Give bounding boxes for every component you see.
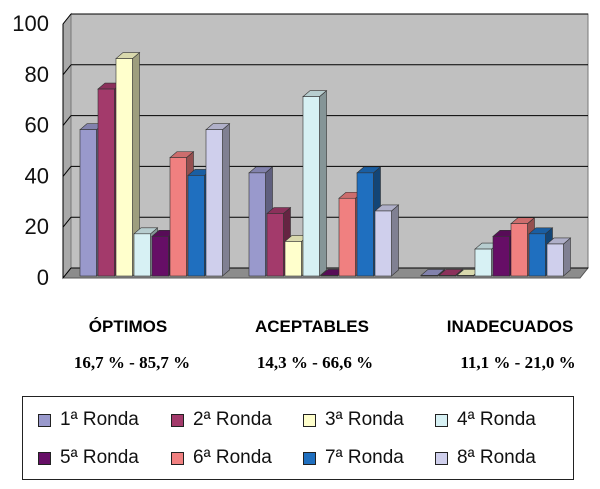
legend-label: 5ª Ronda bbox=[60, 447, 139, 468]
legend-swatch bbox=[38, 413, 51, 427]
bar-front bbox=[115, 58, 133, 277]
legend-label: 3ª Ronda bbox=[325, 409, 404, 430]
legend-item-ronda-4: 4ª Ronda bbox=[435, 405, 536, 435]
legend-item-ronda-3: 3ª Ronda bbox=[303, 405, 404, 435]
gridline-depth bbox=[62, 166, 72, 177]
legend-label: 8ª Ronda bbox=[457, 447, 536, 468]
y-axis: 0 20 40 60 80 100 bbox=[12, 11, 588, 290]
y-tick-label: 40 bbox=[25, 163, 49, 188]
category-labels: ÓPTIMOS ACEPTABLES INADECUADOS 16,7 % - … bbox=[74, 317, 576, 372]
gridline-depth bbox=[62, 216, 72, 228]
legend-swatch bbox=[303, 451, 316, 465]
legend-label: 7ª Ronda bbox=[325, 447, 404, 468]
bar-front bbox=[133, 233, 151, 277]
bar-front bbox=[420, 275, 438, 277]
gridline-depth bbox=[62, 267, 72, 279]
category-label-inadecuados: INADECUADOS bbox=[447, 317, 574, 336]
y-tick-label: 0 bbox=[37, 265, 49, 290]
bar-3-optimos bbox=[115, 51, 141, 277]
bar-front bbox=[151, 236, 169, 277]
gridline-depth bbox=[62, 64, 72, 76]
bar-side bbox=[222, 123, 230, 277]
bar-side bbox=[391, 204, 399, 277]
legend-swatch bbox=[38, 451, 51, 465]
bar-8-inadecuados bbox=[546, 237, 572, 277]
chart-legend: 1ª Ronda 2ª Ronda 3ª Ronda 4ª Ronda 5ª R… bbox=[22, 396, 574, 480]
category-label-optimos: ÓPTIMOS bbox=[89, 317, 167, 336]
category-range-aceptables: 14,3 % - 66,6 % bbox=[257, 353, 373, 372]
y-tick-label: 100 bbox=[12, 11, 49, 36]
legend-item-ronda-1: 1ª Ronda bbox=[38, 405, 139, 435]
gridline-depth bbox=[62, 13, 72, 25]
bar-front bbox=[320, 275, 338, 277]
legend-item-ronda-5: 5ª Ronda bbox=[38, 443, 139, 473]
bar-front bbox=[302, 96, 320, 277]
legend-label: 4ª Ronda bbox=[457, 409, 536, 430]
bar-8-aceptables bbox=[374, 204, 400, 277]
legend-swatch bbox=[303, 413, 316, 427]
bar-front bbox=[356, 172, 374, 277]
bar-front bbox=[205, 129, 223, 277]
bar-front bbox=[456, 275, 474, 277]
bar-front bbox=[187, 175, 205, 277]
bar-front bbox=[169, 157, 187, 277]
bar-front bbox=[79, 129, 97, 277]
gridline-depth bbox=[62, 115, 72, 126]
bar-front bbox=[284, 241, 302, 277]
legend-label: 2ª Ronda bbox=[193, 409, 272, 430]
legend-swatch bbox=[435, 413, 448, 427]
chart-plot-area bbox=[61, 12, 590, 280]
bar-front bbox=[338, 197, 356, 277]
legend-label: 6ª Ronda bbox=[193, 447, 272, 468]
legend-item-ronda-7: 7ª Ronda bbox=[303, 443, 404, 473]
category-range-inadecuados: 11,1 % - 21,0 % bbox=[460, 353, 575, 372]
bar-front bbox=[248, 172, 266, 277]
y-tick-label: 20 bbox=[25, 214, 49, 239]
bar-front bbox=[438, 275, 456, 277]
chart-side-wall bbox=[62, 12, 72, 280]
bar-front bbox=[374, 210, 392, 277]
legend-item-ronda-2: 2ª Ronda bbox=[171, 405, 272, 435]
bar-front bbox=[528, 233, 546, 277]
bar-front bbox=[510, 223, 528, 277]
legend-item-ronda-6: 6ª Ronda bbox=[171, 443, 272, 473]
y-tick-label: 60 bbox=[25, 113, 49, 138]
legend-swatch bbox=[171, 451, 184, 465]
bar-1-inadecuados bbox=[420, 268, 446, 277]
legend-swatch bbox=[435, 451, 448, 465]
bar-front bbox=[474, 248, 492, 277]
bar-series-group bbox=[79, 51, 572, 277]
bar-8-optimos bbox=[205, 123, 231, 277]
bar-front bbox=[546, 243, 564, 277]
category-range-optimos: 16,7 % - 85,7 % bbox=[74, 353, 190, 372]
bar-front bbox=[266, 213, 284, 277]
legend-label: 1ª Ronda bbox=[60, 409, 139, 430]
bar-side bbox=[319, 90, 327, 277]
y-tick-label: 80 bbox=[25, 62, 49, 87]
bar-front bbox=[97, 88, 115, 277]
bar-2-inadecuados bbox=[438, 268, 464, 277]
category-label-aceptables: ACEPTABLES bbox=[255, 317, 369, 336]
bar-chart: 0 20 40 60 80 100 ÓPTIMOS ACEPTABLES INADECUA… bbox=[12, 11, 590, 372]
legend-item-ronda-8: 8ª Ronda bbox=[435, 443, 536, 473]
legend-swatch bbox=[171, 413, 184, 427]
chart-back-wall bbox=[70, 13, 589, 269]
bar-4-aceptables bbox=[302, 90, 328, 277]
bar-side bbox=[563, 237, 571, 277]
bar-front bbox=[492, 236, 510, 277]
